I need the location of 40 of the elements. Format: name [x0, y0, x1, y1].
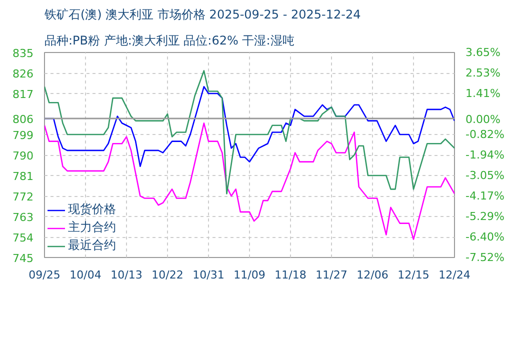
chart-title: 铁矿石(澳) 澳大利亚 市场价格 2025-09-25 - 2025-12-24	[44, 8, 361, 22]
y2-tick-label: -7.52%	[466, 251, 504, 264]
x-tick-label: 12/06	[356, 268, 388, 282]
y-tick-label: 835	[12, 47, 34, 60]
y2-tick-label: 3.65%	[466, 46, 500, 59]
y-tick-label: 826	[12, 68, 34, 80]
x-tick-label: 10/04	[70, 268, 102, 282]
y-tick-label: 817	[12, 88, 34, 101]
y-tick-label: 754	[12, 232, 34, 244]
y-tick-label: 745	[12, 252, 34, 265]
y-tick-label: 799	[12, 129, 34, 142]
x-tick-label: 11/27	[316, 268, 348, 282]
y2-tick-label: -4.17%	[466, 190, 504, 203]
x-tick-label: 11/18	[274, 268, 306, 282]
legend-label: 最近合约	[68, 237, 116, 254]
y2-tick-label: -3.05%	[466, 168, 504, 182]
y-tick-label: 790	[12, 150, 34, 162]
y-tick-label: 806	[12, 113, 34, 126]
line-series	[44, 122, 454, 240]
x-tick-label: 11/09	[234, 268, 266, 282]
y2-tick-label: -0.82%	[466, 128, 504, 142]
legend-label: 现货价格	[68, 201, 116, 218]
x-tick-label: 12/15	[398, 268, 430, 282]
y-tick-label: 781	[12, 170, 34, 183]
x-tick-label: 12/24	[438, 268, 470, 282]
y2-tick-label: -1.94%	[466, 148, 504, 162]
x-tick-label: 10/31	[192, 268, 224, 282]
x-tick-label: 10/22	[152, 268, 184, 282]
y2-tick-label: 1.41%	[466, 87, 500, 100]
chart-subtitle: 品种:PB粉 产地:澳大利亚 品位:62% 干湿:湿吨	[44, 34, 294, 48]
line-series	[44, 70, 454, 194]
y2-tick-label: 2.53%	[466, 66, 500, 80]
y2-tick-label: -6.40%	[466, 230, 504, 244]
y-tick-label: 772	[12, 190, 34, 204]
y-tick-label: 763	[12, 211, 34, 224]
y2-tick-label: 0.00%	[466, 112, 500, 126]
x-tick-label: 09/25	[28, 268, 60, 282]
y2-tick-label: -5.29%	[466, 210, 504, 224]
x-tick-label: 10/13	[110, 268, 142, 282]
legend-label: 主力合约	[68, 219, 116, 236]
